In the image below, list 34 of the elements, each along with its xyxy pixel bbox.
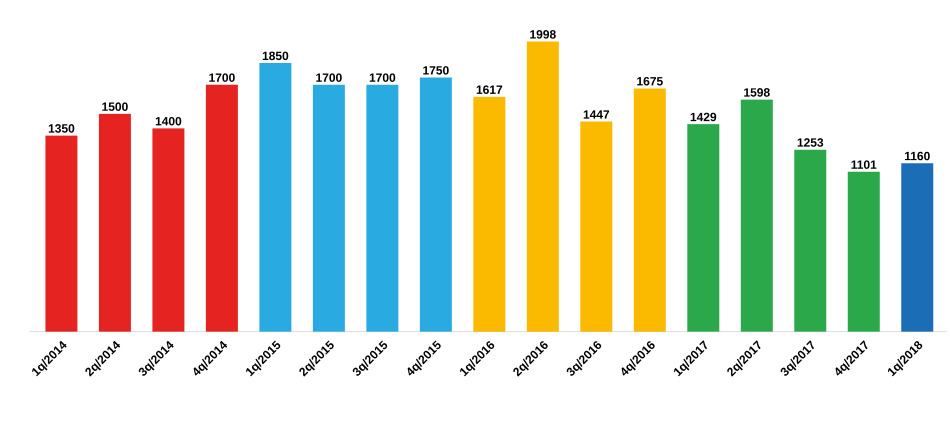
data-label: 1750 [423,66,449,75]
bar [312,84,345,332]
data-label: 1617 [476,85,502,94]
data-label: 1253 [798,138,824,147]
bar [152,128,184,332]
data-label: 1598 [744,88,770,97]
bar [473,96,506,332]
data-label: 1350 [48,124,74,133]
bar [901,163,934,332]
data-label: 1850 [262,52,288,60]
bar [526,42,559,332]
bar [206,84,238,332]
bar [687,124,720,332]
bar [366,84,398,332]
data-label: 1400 [156,116,182,126]
data-label: 1429 [690,112,716,122]
bar [259,63,292,332]
data-label: 1700 [370,73,396,82]
bar [634,88,666,332]
data-label: 1160 [904,152,930,160]
data-label: 1700 [316,73,342,82]
data-label: 1447 [584,110,610,119]
bar [580,122,612,332]
bar [848,172,880,332]
bar [98,114,131,332]
data-label: 1700 [209,73,235,82]
data-label: 1500 [102,102,128,111]
data-label: 1675 [637,77,663,86]
bar [740,100,773,332]
bar [45,136,78,332]
data-label: 1101 [852,160,876,169]
bar [794,150,826,332]
bar [420,78,452,332]
data-label: 1998 [530,30,556,39]
